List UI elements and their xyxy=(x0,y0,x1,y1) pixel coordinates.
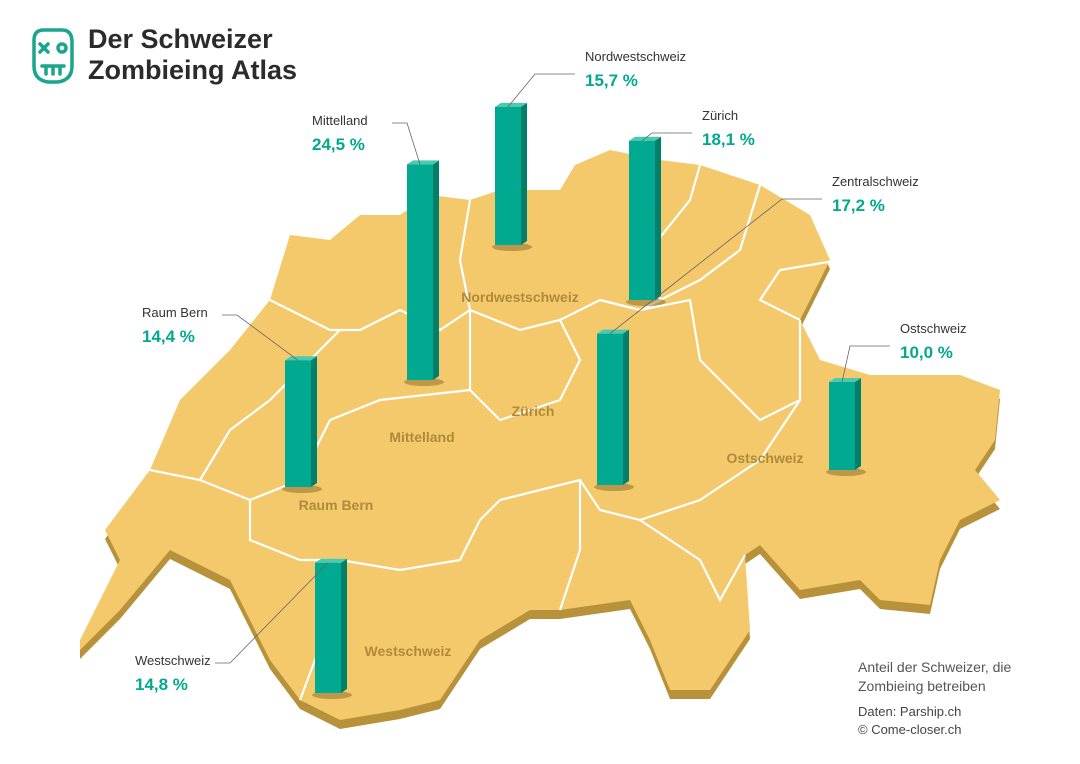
region-label: Zürich xyxy=(512,403,555,419)
value-label: 10,0 % xyxy=(900,343,953,362)
leader-line xyxy=(507,73,575,108)
bar xyxy=(495,106,521,245)
bar-side xyxy=(341,558,347,693)
bar-top xyxy=(495,102,527,107)
region-name: Ostschweiz xyxy=(900,321,966,336)
bar xyxy=(597,333,623,485)
note: Anteil der Schweizer, die Zombieing betr… xyxy=(858,659,1012,694)
region-name: Mittelland xyxy=(312,113,368,128)
region-name: Nordwestschweiz xyxy=(585,49,686,64)
region-name: Westschweiz xyxy=(135,653,211,668)
value-label: 17,2 % xyxy=(832,196,885,215)
region-borders xyxy=(149,164,841,701)
bar xyxy=(629,140,655,300)
value-label: 18,1 % xyxy=(702,130,755,149)
value-label: 24,5 % xyxy=(312,135,365,154)
bar xyxy=(829,382,855,470)
bar-side xyxy=(521,102,527,245)
bar xyxy=(285,360,311,487)
bar-side xyxy=(311,356,317,487)
leader-line xyxy=(392,122,421,165)
value-label: 14,8 % xyxy=(135,675,188,694)
leader-line xyxy=(609,198,822,334)
region-label: Raum Bern xyxy=(299,497,374,513)
bar-top xyxy=(285,356,317,361)
credit: © Come-closer.ch xyxy=(858,722,962,737)
logo-icon xyxy=(32,28,74,84)
bar xyxy=(315,562,341,693)
bar xyxy=(407,164,433,380)
leader-line xyxy=(215,562,329,664)
bar-top xyxy=(829,378,861,382)
bar-side xyxy=(623,329,629,485)
bar-top xyxy=(407,160,439,165)
region-name: Zentralschweiz xyxy=(832,174,919,189)
leader-line xyxy=(222,314,299,361)
bar-side xyxy=(855,378,861,470)
bar-side xyxy=(433,160,439,380)
title: Der Schweizer Zombieing Atlas xyxy=(88,24,298,85)
bar-side xyxy=(655,136,661,300)
region-name: Zürich xyxy=(702,108,738,123)
leader-line xyxy=(641,132,692,142)
region-label: Ostschweiz xyxy=(726,450,803,466)
bar-top xyxy=(315,558,347,563)
leader-line xyxy=(841,345,890,383)
source: Daten: Parship.ch xyxy=(858,704,962,719)
region-name: Raum Bern xyxy=(142,305,208,320)
region-label: Mittelland xyxy=(389,429,454,445)
value-label: 14,4 % xyxy=(142,327,195,346)
value-label: 15,7 % xyxy=(585,71,638,90)
region-label: Nordwestschweiz xyxy=(461,289,578,305)
map-shape xyxy=(80,150,1000,729)
region-label: Westschweiz xyxy=(365,643,452,659)
